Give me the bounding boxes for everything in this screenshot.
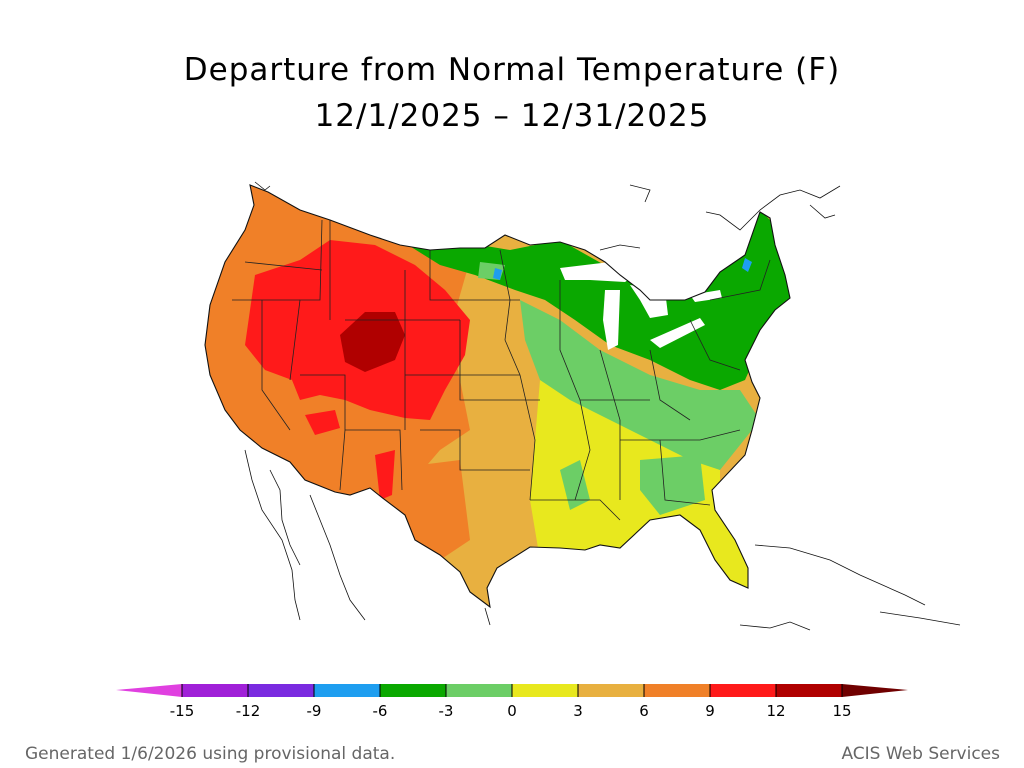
legend-tick-label: -3 — [438, 702, 454, 720]
legend-swatch — [248, 684, 314, 697]
boundary-line — [345, 429, 403, 491]
map-title: Departure from Normal Temperature (F) — [183, 52, 841, 88]
boundary-line — [289, 219, 323, 381]
boundary-line — [620, 429, 741, 441]
canada-lake-shore — [599, 244, 641, 251]
boundary-line — [420, 429, 530, 471]
boundary-line — [429, 250, 520, 301]
legend-swatch — [644, 684, 710, 697]
mexico-gulf-coast — [484, 607, 491, 626]
boundary-line — [261, 300, 291, 431]
boundary-line — [499, 249, 536, 501]
boundary-line — [300, 374, 346, 491]
legend-tick-label: 12 — [766, 702, 786, 720]
hudson-coast — [629, 184, 651, 203]
boundary-line — [689, 319, 741, 371]
field-0-midsouth — [520, 300, 760, 470]
baja-gulf-coast — [269, 469, 301, 566]
state-boundaries — [232, 219, 771, 521]
legend-tick-label: 6 — [639, 702, 649, 720]
lake-michigan — [603, 290, 620, 350]
boundary-line — [404, 270, 460, 321]
map-date-range: 12/1/2025 – 12/31/2025 — [314, 98, 710, 134]
field-12-nm — [375, 450, 395, 500]
mexico-west-coast — [309, 494, 366, 621]
field-0-ms — [560, 460, 590, 510]
legend-tick-label: 9 — [705, 702, 715, 720]
field-15-core — [340, 312, 405, 372]
field-minus6-nd — [493, 268, 502, 280]
temperature-fields — [205, 185, 790, 607]
baja-coast — [244, 449, 301, 621]
cuba-coast — [754, 544, 926, 606]
legend-swatch — [446, 684, 512, 697]
legend-tick-label: 15 — [832, 702, 852, 720]
legend-arrow-right — [842, 684, 908, 697]
vancouver-coast — [254, 181, 271, 191]
footer-generated-note: Generated 1/6/2026 using provisional dat… — [25, 744, 396, 764]
field-0-ga — [640, 455, 705, 515]
footer-source: ACIS Web Services — [841, 744, 1000, 764]
legend-tick-label: -15 — [169, 702, 195, 720]
legend-swatch — [380, 684, 446, 697]
boundary-line — [659, 439, 711, 506]
legend-swatch — [710, 684, 776, 697]
legend-swatch — [776, 684, 842, 697]
boundary-line — [244, 261, 323, 271]
field-9-texas — [380, 460, 470, 560]
legend-tick-label: -6 — [372, 702, 388, 720]
legend-arrow-left — [116, 684, 182, 697]
legend-tick-label: 0 — [507, 702, 517, 720]
canada-maritime-coast — [705, 185, 841, 231]
legend-swatch — [578, 684, 644, 697]
legend-swatch — [182, 684, 248, 697]
nova-scotia-coast — [809, 204, 836, 219]
boundary-line — [709, 259, 771, 301]
caribbean-islands — [879, 611, 961, 626]
legend-tick-label: -12 — [235, 702, 261, 720]
legend-swatch — [314, 684, 380, 697]
caribbean-coast — [739, 621, 811, 631]
color-legend — [116, 684, 908, 697]
legend-tick-label: -9 — [306, 702, 322, 720]
field-12-az — [305, 410, 340, 435]
neighbor-coastlines — [244, 181, 961, 631]
boundary-line — [530, 499, 621, 521]
legend-swatch — [512, 684, 578, 697]
lake-erie — [650, 318, 705, 348]
legend-dividers — [181, 684, 843, 697]
field-minus6-ny — [742, 258, 752, 272]
legend-tick-label: 3 — [573, 702, 583, 720]
boundary-line — [459, 320, 540, 401]
field-minus3-north — [400, 210, 790, 390]
boundary-line — [599, 349, 621, 500]
boundary-line — [649, 349, 691, 421]
